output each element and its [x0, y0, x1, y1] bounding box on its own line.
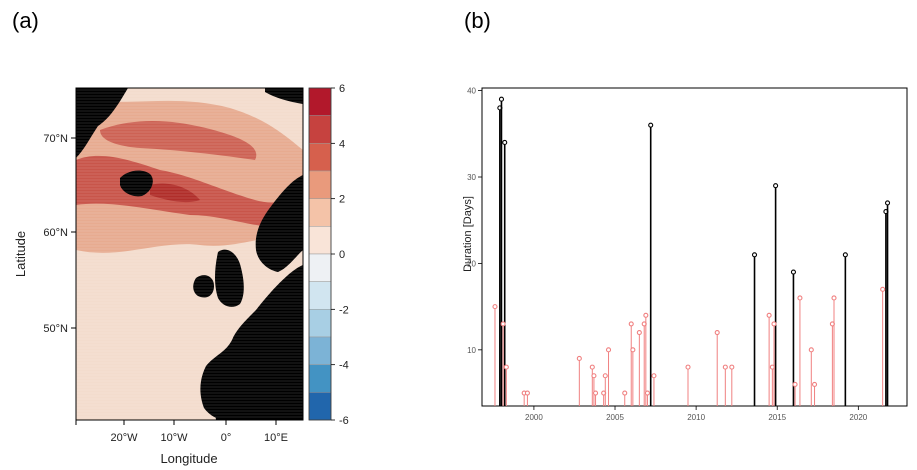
map-x-tick-label: 10°E [264, 432, 288, 444]
colorbar-segment [308, 198, 332, 227]
colorbar-tick-label: 2 [339, 194, 345, 206]
colorbar-segment [308, 336, 332, 365]
colorbar-tick-label: 6 [339, 83, 345, 95]
map-x-axis-label: Longitude [160, 451, 217, 466]
britain-land [215, 249, 244, 307]
colorbar-tick-label: 4 [339, 138, 345, 150]
map-x-tick-label: 10°W [160, 432, 188, 444]
anomaly-core [150, 183, 200, 203]
map-y-tick-label: 50°N [43, 323, 68, 335]
map-y-tick-label: 60°N [43, 227, 68, 239]
map-x-tick-label: 0° [221, 432, 232, 444]
svalbard-land [265, 88, 303, 104]
scandinavia-land [255, 175, 303, 272]
map-y-tick-label: 70°N [43, 133, 68, 145]
colorbar-segment [308, 143, 332, 172]
colorbar-segment [308, 87, 332, 116]
map-y-axis-label: Latitude [13, 231, 28, 277]
panel-label-a: (a) [12, 8, 39, 33]
colorbar-segment [308, 309, 332, 338]
colorbar-segment [308, 364, 332, 393]
colorbar-segment [308, 253, 332, 282]
colorbar-segment [308, 281, 332, 310]
colorbar-tick-label: -6 [339, 415, 349, 427]
colorbar-segment [308, 170, 332, 199]
colorbar-tick-label: 0 [339, 249, 345, 261]
iberia-land [214, 375, 259, 420]
panel-label-b: (b) [464, 8, 491, 33]
iceland-land [120, 170, 153, 197]
colorbar-segment [308, 392, 332, 421]
ireland-land [193, 275, 214, 298]
map-x-tick-label: 20°W [110, 432, 138, 444]
colorbar-segment [308, 115, 332, 144]
colorbar-tick-label: -2 [339, 304, 349, 316]
colorbar-tick-label: -4 [339, 360, 349, 372]
map-frame [75, 87, 304, 421]
anomaly-north-band [100, 120, 257, 160]
colorbar-segment [308, 226, 332, 255]
greenland-land [76, 88, 128, 158]
